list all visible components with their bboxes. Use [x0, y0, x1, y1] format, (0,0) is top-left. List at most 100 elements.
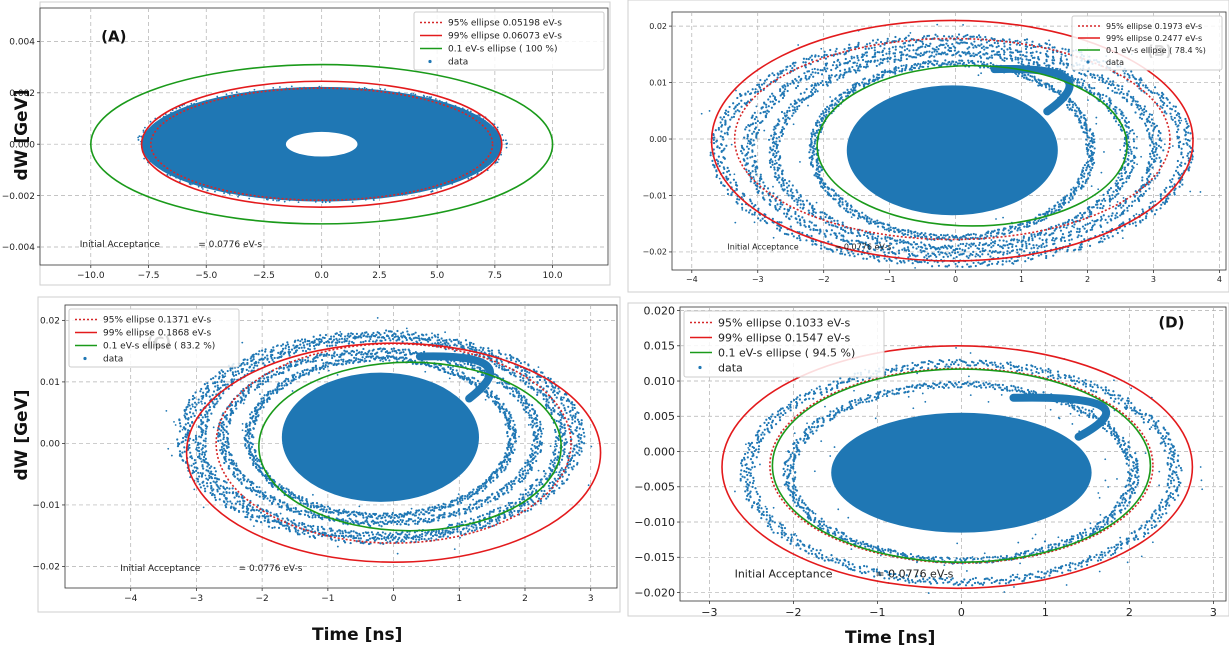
data-point: [884, 237, 887, 240]
data-point: [1114, 120, 1118, 123]
data-point: [1127, 154, 1130, 157]
data-point: [870, 46, 873, 50]
data-point: [1014, 40, 1017, 43]
data-point: [1035, 61, 1038, 64]
data-point: [169, 174, 172, 177]
data-point: [879, 249, 883, 252]
data-point: [999, 39, 1002, 42]
data-point: [863, 217, 866, 220]
data-point: [1016, 259, 1019, 262]
data-point: [782, 117, 785, 120]
data-point: [753, 111, 756, 114]
data-point: [862, 257, 865, 260]
data-point: [290, 85, 293, 88]
data-point: [342, 360, 345, 363]
data-point: [1023, 38, 1027, 42]
data-point: [825, 213, 828, 216]
data-point: [1080, 78, 1083, 81]
data-point: [1109, 204, 1111, 207]
data-point: [728, 173, 732, 176]
data-point: [781, 70, 784, 73]
95-ellipse-curve: [150, 87, 494, 202]
data-point: [818, 232, 821, 235]
data-point: [781, 203, 784, 206]
data-point: [813, 84, 816, 87]
data-point: [957, 33, 961, 36]
data-point: [1013, 227, 1017, 230]
data-point: [787, 184, 790, 187]
data-point: [1055, 250, 1058, 253]
data-point: [1018, 226, 1021, 229]
data-point: [1120, 222, 1123, 225]
data-point: [512, 419, 515, 423]
data-point: [447, 365, 450, 369]
data-point: [1064, 221, 1067, 224]
data-point: [1146, 171, 1149, 174]
data-point: [1057, 223, 1060, 226]
data-point: [445, 101, 448, 104]
data-point: [834, 67, 837, 70]
data-point: [996, 42, 999, 45]
data-point: [858, 84, 861, 87]
data-point: [285, 487, 288, 490]
data-point: [327, 362, 330, 365]
data-point: [1002, 251, 1005, 254]
data-point: [831, 216, 834, 220]
data-point: [1148, 113, 1151, 116]
data-point: [252, 462, 255, 465]
data-point: [1107, 236, 1110, 239]
data-point: [484, 487, 487, 490]
data-point: [1027, 59, 1030, 62]
data-point: [970, 42, 973, 45]
data-point: [799, 199, 802, 202]
data-point: [867, 244, 871, 247]
data-point: [342, 511, 345, 514]
data-point: [833, 61, 836, 64]
data-point: [1174, 110, 1177, 113]
data-point: [244, 442, 247, 446]
data-point: [799, 161, 801, 163]
data-point: [1066, 106, 1069, 109]
data-point: [838, 232, 841, 235]
data-point: [890, 259, 893, 263]
data-point: [752, 139, 755, 142]
data-point: [804, 74, 807, 78]
data-point: [942, 234, 945, 237]
data-point: [303, 368, 306, 372]
data-point: [1070, 188, 1073, 191]
data-point: [819, 215, 822, 218]
data-point: [723, 167, 726, 171]
data-point: [1147, 115, 1151, 118]
data-point: [944, 46, 947, 49]
data-point: [1147, 119, 1150, 122]
x-tick-label: 1: [456, 594, 462, 604]
data-point: [783, 207, 786, 211]
data-point: [962, 23, 964, 26]
data-point: [1156, 92, 1159, 95]
data-point: [1121, 185, 1124, 188]
data-point: [792, 123, 795, 126]
data-point: [450, 370, 454, 373]
data-point: [840, 227, 843, 231]
data-point: [401, 359, 405, 362]
data-point: [778, 221, 781, 224]
data-point: [977, 254, 980, 257]
data-point: [861, 81, 864, 84]
data-point: [1143, 108, 1146, 111]
data-point: [786, 89, 789, 93]
data-point: [473, 377, 476, 380]
data-point: [1023, 74, 1026, 77]
data-point: [1121, 229, 1124, 232]
data-point: [1079, 217, 1083, 220]
data-point: [720, 130, 723, 133]
data-point: [362, 516, 365, 519]
data-point: [1012, 263, 1015, 265]
data-point: [191, 182, 194, 185]
data-point: [388, 514, 391, 518]
data-point: [838, 94, 841, 97]
data-point: [245, 446, 248, 450]
data-point: [1045, 238, 1048, 241]
data-point: [922, 233, 925, 237]
data-point: [936, 60, 939, 63]
data-point: [1159, 146, 1163, 149]
